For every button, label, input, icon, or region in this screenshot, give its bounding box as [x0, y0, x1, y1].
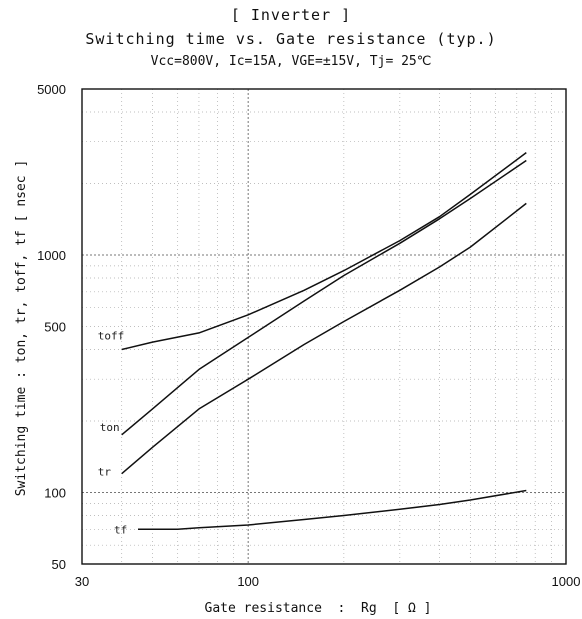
- series-label-toff: toff: [98, 330, 125, 343]
- series-line-tf: [138, 489, 527, 531]
- series-line-tr: [121, 202, 527, 475]
- y-tick-label: 50: [52, 557, 66, 572]
- y-axis-label: Switching time : ton, tr, toff, tf [ nse…: [14, 160, 29, 497]
- x-tick-label: 1000: [552, 574, 581, 589]
- series-label-tr: tr: [98, 466, 112, 479]
- y-tick-label: 500: [44, 320, 66, 335]
- series-label-ton: ton: [100, 421, 120, 434]
- chart-title: [ Inverter ]: [230, 6, 352, 24]
- y-tick-label: 1000: [37, 248, 66, 263]
- y-tick-label: 5000: [37, 82, 66, 97]
- x-axis-label: Gate resistance : Rg [ Ω ]: [205, 601, 432, 616]
- chart-subtitle: Switching time vs. Gate resistance (typ.…: [85, 30, 497, 48]
- grid: [82, 89, 566, 564]
- series-line-toff: [121, 151, 527, 351]
- x-tick-label: 30: [75, 574, 89, 589]
- series-label-tf: tf: [114, 523, 127, 536]
- y-tick-label: 100: [44, 486, 66, 501]
- series-labels: toff ton tr tf: [98, 330, 128, 537]
- series-line-ton: [121, 159, 527, 436]
- series-lines: [121, 151, 527, 531]
- x-tick-label: 100: [237, 574, 259, 589]
- tick-labels: 30 100 1000 50 100 500 1000 5000: [37, 82, 580, 589]
- plot-frame: [81, 88, 567, 565]
- chart-conditions: Vcc=800V, Ic=15A, VGE=±15V, Tj= 25℃: [150, 54, 432, 69]
